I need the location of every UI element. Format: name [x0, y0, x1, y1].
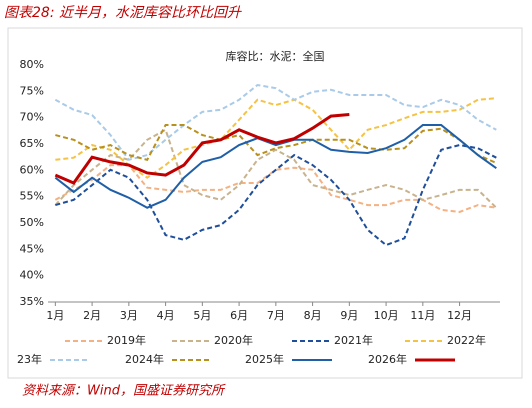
x-tick-label: 8月: [304, 309, 322, 322]
series-line: [54, 124, 497, 209]
series-line: [55, 124, 497, 164]
legend-label: 2019年: [107, 333, 146, 347]
x-tick-label: 7月: [267, 309, 285, 322]
legend-label: 2022年: [447, 333, 486, 347]
y-tick-label: 45%: [20, 242, 44, 255]
legend-label: 2024年: [125, 352, 164, 366]
x-tick-label: 12月: [447, 309, 472, 322]
y-tick-label: 80%: [20, 58, 44, 71]
legend-label: 2020年: [214, 333, 253, 347]
y-tick-label: 60%: [20, 163, 44, 176]
y-tick-label: 65%: [20, 137, 44, 150]
chart-subtitle: 库容比：水泥：全国: [226, 49, 325, 63]
y-tick-label: 70%: [20, 111, 44, 124]
y-tick-label: 75%: [20, 84, 44, 97]
y-tick-label: 35%: [20, 295, 44, 308]
series-line: [54, 128, 498, 209]
x-tick-label: 11月: [410, 309, 435, 322]
x-tick-label: 1月: [46, 309, 64, 322]
legend-label: 2021年: [334, 333, 373, 347]
page-title: 图表28: 近半月，水泥库容比环比回升: [4, 5, 242, 21]
legend-label: 2026年: [368, 352, 407, 366]
legend-label: 23年: [17, 352, 42, 366]
series-line: [54, 113, 350, 185]
x-tick-label: 4月: [157, 309, 175, 322]
y-tick-label: 50%: [20, 216, 44, 229]
x-tick-label: 2月: [83, 309, 101, 322]
legend-label: 2025年: [245, 352, 284, 366]
y-tick-label: 40%: [20, 269, 44, 282]
series-line: [54, 83, 497, 161]
x-tick-label: 5月: [193, 309, 211, 322]
chart-frame: [7, 27, 523, 379]
x-tick-label: 10月: [374, 309, 399, 322]
x-tick-label: 3月: [120, 309, 138, 322]
series-line: [55, 144, 497, 247]
source: 资料来源：Wind，国盛证券研究所: [22, 383, 226, 399]
y-tick-label: 55%: [20, 190, 44, 203]
x-tick-label: 9月: [340, 309, 358, 322]
x-tick-label: 6月: [230, 309, 248, 322]
